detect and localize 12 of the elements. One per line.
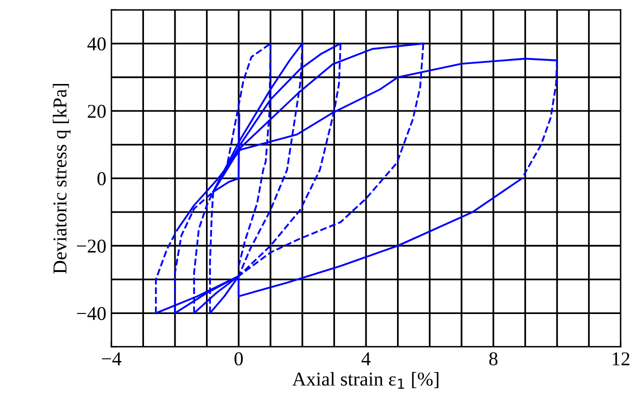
- x-tick-label: 8: [489, 352, 498, 366]
- x-tick-label: −4: [102, 352, 122, 366]
- y-tick-label: 40: [87, 37, 106, 50]
- x-tick-label: 4: [362, 352, 371, 366]
- y-tick-label: 20: [88, 104, 106, 118]
- x-tick-label: 12: [612, 352, 630, 366]
- x-axis-title: Axial strain ε$_{1}$ [%]: [292, 372, 438, 389]
- y-axis-title: Deviatoric stress q [kPa]: [52, 84, 70, 274]
- x-tick-label: 0: [234, 352, 243, 366]
- y-tick-label: −20: [77, 240, 106, 253]
- y-tick-label: −40: [77, 306, 106, 320]
- y-tick-label: 0: [97, 172, 106, 186]
